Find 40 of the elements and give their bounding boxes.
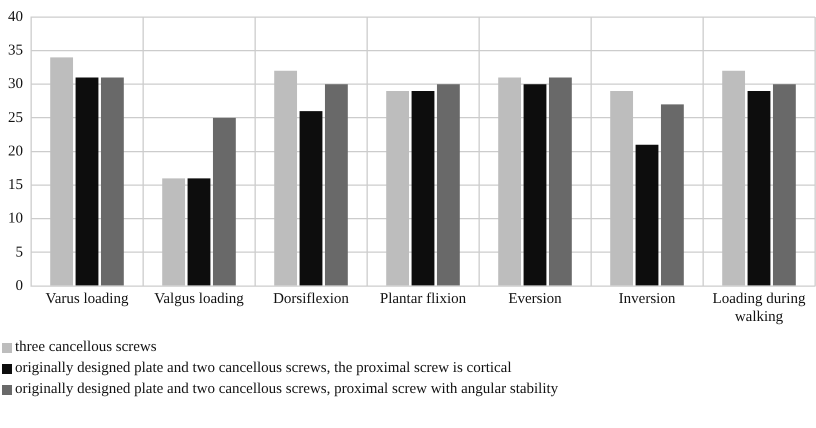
bar — [100, 78, 124, 286]
bar — [274, 70, 298, 286]
legend-label: originally designed plate and two cancellous screws, proximal screw with angular stability — [15, 381, 558, 398]
bar — [386, 90, 410, 286]
bar — [324, 84, 348, 286]
bar — [772, 84, 796, 286]
bar — [748, 90, 770, 286]
bar — [436, 84, 460, 286]
bar — [498, 78, 522, 286]
x-tick-label: Valgus loading — [154, 290, 244, 307]
bar — [660, 104, 684, 286]
x-tick-label: Loading during walking — [712, 290, 806, 325]
y-tick-label: 30 — [8, 76, 23, 92]
bar — [524, 84, 546, 286]
bar — [610, 90, 634, 286]
bar — [76, 78, 98, 286]
x-tick-label: Plantar flixion — [380, 290, 467, 307]
bar — [300, 111, 322, 286]
bar — [162, 178, 186, 286]
y-tick-label: 10 — [8, 210, 23, 227]
legend-label: three cancellous screws — [15, 339, 157, 356]
y-tick-label: 25 — [8, 110, 23, 126]
bar — [636, 144, 658, 286]
bar — [412, 90, 434, 286]
bar — [722, 70, 746, 286]
y-tick-label: 35 — [8, 42, 23, 59]
y-tick-label: 15 — [8, 177, 23, 194]
y-tick-label: 40 — [8, 8, 23, 25]
x-tick-label: Eversion — [508, 290, 562, 307]
x-tick-label: Varus loading — [46, 290, 129, 307]
legend-label: originally designed plate and two cancellous screws, the proximal screw is cortical — [15, 360, 512, 377]
bar — [212, 118, 236, 286]
bar — [548, 78, 572, 286]
bar — [188, 178, 210, 286]
x-tick-label: Dorsiflexion — [273, 290, 350, 307]
y-tick-label: 20 — [8, 143, 23, 160]
bar — [50, 57, 74, 286]
y-tick-label: 5 — [16, 244, 23, 260]
y-tick-label: 0 — [16, 278, 23, 294]
x-tick-label: Inversion — [618, 290, 676, 307]
